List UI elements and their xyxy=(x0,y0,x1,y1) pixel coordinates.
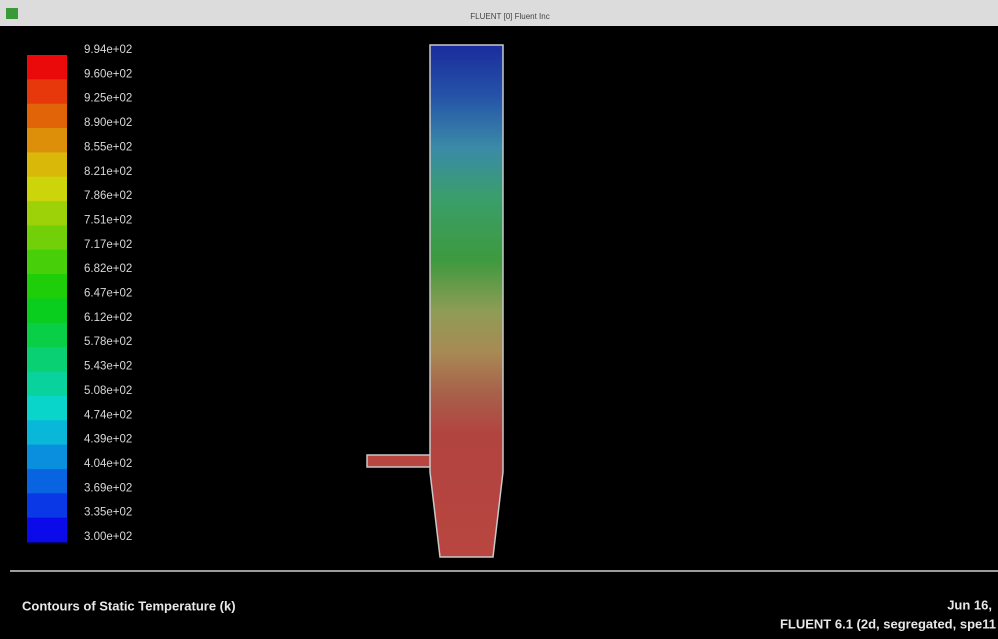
colorbar-label: 6.12e+02 xyxy=(84,312,132,324)
color-swatch xyxy=(27,493,67,519)
app-icon xyxy=(6,8,18,19)
colorbar-label: 8.55e+02 xyxy=(84,141,132,153)
color-swatch xyxy=(27,274,67,299)
colorbar-label: 7.86e+02 xyxy=(84,190,132,202)
color-swatch xyxy=(27,420,67,446)
colorbar: 9.94e+02 9.60e+02 9.25e+02 8.90e+02 8.55e+02… xyxy=(27,44,132,543)
color-swatch xyxy=(27,322,67,348)
geometry xyxy=(366,44,504,558)
colorbar-label: 3.00e+02 xyxy=(84,531,132,543)
color-swatch xyxy=(27,225,67,251)
color-swatch xyxy=(27,444,67,470)
colorbar-label: 3.35e+02 xyxy=(84,507,132,519)
color-swatch xyxy=(27,517,67,543)
colorbar-label: 5.43e+02 xyxy=(84,361,132,373)
color-swatch xyxy=(27,201,67,226)
colorbar-label: 3.69e+02 xyxy=(84,482,132,494)
colorbar-label: 5.08e+02 xyxy=(84,385,132,397)
colorbar-label: 5.78e+02 xyxy=(84,336,132,348)
color-swatch xyxy=(27,79,67,105)
color-swatch xyxy=(27,152,67,178)
footer-solver: FLUENT 6.1 (2d, segregated, spe11 xyxy=(780,616,996,631)
color-swatch xyxy=(27,371,67,397)
colorbar-label: 7.51e+02 xyxy=(84,214,132,226)
color-swatch xyxy=(27,395,67,421)
colorbar-label: 6.47e+02 xyxy=(84,288,132,300)
color-swatch xyxy=(27,128,67,153)
colorbar-label: 7.17e+02 xyxy=(84,239,132,251)
color-swatch xyxy=(27,347,67,373)
color-swatch xyxy=(27,55,67,80)
colorbar-label: 4.04e+02 xyxy=(84,458,132,470)
color-swatch xyxy=(27,176,67,202)
color-swatch xyxy=(27,249,67,275)
inlet-pipe xyxy=(366,454,432,468)
colorbar-label: 4.39e+02 xyxy=(84,434,132,446)
colorbar-label: 8.21e+02 xyxy=(84,166,132,178)
colorbar-label: 6.82e+02 xyxy=(84,263,132,275)
window-title: FLUENT [0] Fluent Inc xyxy=(470,12,549,21)
footer-date: Jun 16, xyxy=(947,597,992,612)
colorbar-label: 4.74e+02 xyxy=(84,409,132,421)
colorbar-label: 8.90e+02 xyxy=(84,117,132,129)
color-swatch xyxy=(27,468,67,494)
colorbar-label: 9.94e+02 xyxy=(84,44,132,56)
color-swatch xyxy=(27,298,67,324)
footer-caption: Contours of Static Temperature (k) xyxy=(22,598,236,613)
colorbar-label: 9.25e+02 xyxy=(84,93,132,105)
title-bar xyxy=(0,0,998,26)
riser-column xyxy=(429,44,504,558)
color-swatch xyxy=(27,103,67,129)
colorbar-label: 9.60e+02 xyxy=(84,68,132,80)
